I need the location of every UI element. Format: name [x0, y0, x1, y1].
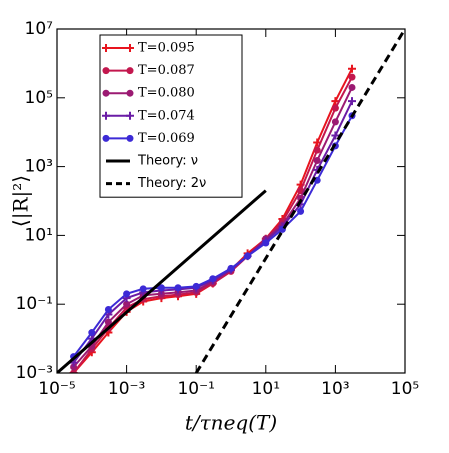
marker — [348, 83, 356, 91]
x-axis-label: t/τneq(T) — [185, 411, 277, 435]
legend-marker — [126, 89, 134, 97]
legend-marker — [102, 44, 110, 52]
marker — [209, 275, 217, 283]
marker — [331, 131, 340, 140]
marker — [313, 146, 321, 154]
marker — [157, 284, 165, 292]
marker — [70, 369, 78, 373]
marker — [331, 118, 339, 126]
marker — [348, 73, 356, 81]
marker — [104, 306, 112, 314]
marker — [123, 290, 131, 298]
y-tick-label: 10⁵ — [25, 88, 53, 108]
x-tick-label: 10¹ — [252, 379, 280, 399]
marker — [348, 97, 357, 106]
x-tick-label: 10⁵ — [391, 379, 419, 399]
series-line — [194, 29, 405, 373]
plot — [57, 29, 405, 373]
legend-marker — [126, 111, 134, 120]
y-axis-label: ⟨|R|²⟩ — [9, 175, 34, 227]
legend-label: Theory: ν — [137, 154, 198, 169]
marker — [244, 252, 252, 260]
y-tick-label: 10³ — [25, 157, 53, 177]
marker — [331, 104, 339, 112]
plot-frame — [56, 28, 406, 374]
marker — [139, 285, 147, 293]
y-tick-label: 10⁷ — [25, 19, 54, 39]
marker — [88, 329, 96, 337]
legend-marker — [126, 44, 134, 52]
legend-marker — [126, 134, 134, 142]
x-tick-label: 10⁻⁵ — [38, 379, 75, 399]
marker — [297, 207, 305, 215]
x-tick-label: 10³ — [321, 379, 349, 399]
x-tick-label: 10⁻³ — [108, 379, 145, 399]
marker — [70, 363, 78, 371]
legend-label: T=0.069 — [138, 131, 195, 146]
legend-label: T=0.080 — [138, 86, 195, 101]
legend-marker — [102, 67, 110, 75]
legend-marker — [102, 111, 110, 120]
series-line — [57, 189, 267, 373]
marker — [123, 300, 131, 308]
y-tick-label: 10⁻³ — [16, 363, 53, 383]
marker — [174, 284, 182, 292]
legend-marker — [102, 89, 110, 97]
legend-label: T=0.095 — [138, 41, 195, 56]
legend-label: Theory: 2ν — [137, 176, 206, 191]
legend-marker — [126, 67, 134, 75]
x-tick-label: 10⁻¹ — [177, 379, 214, 399]
legend-label: T=0.087 — [138, 63, 195, 78]
legend-label: T=0.074 — [138, 108, 195, 123]
marker — [192, 282, 200, 290]
marker — [227, 264, 235, 272]
marker — [348, 64, 357, 73]
marker — [262, 239, 270, 247]
y-tick-label: 10¹ — [25, 225, 53, 245]
marker — [313, 157, 321, 165]
y-tick-label: 10⁻¹ — [16, 294, 53, 314]
marker — [104, 318, 112, 326]
legend-marker — [102, 134, 110, 142]
